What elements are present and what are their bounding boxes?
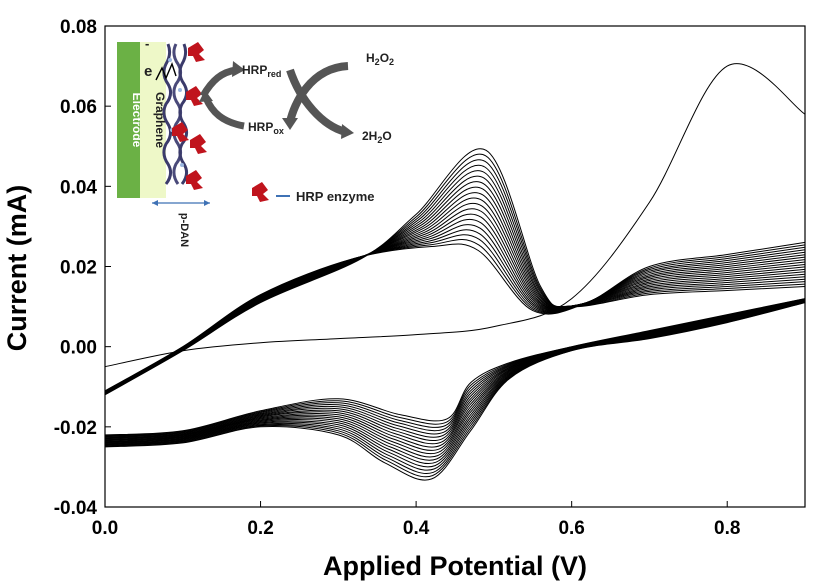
x-tick-label: 0.2 <box>247 518 273 539</box>
minus-sign: - <box>145 36 149 51</box>
enzyme-legend-label: HRP enzyme <box>296 189 375 204</box>
cv-anodic-cycle <box>104 164 806 395</box>
x-tick-label: 0.8 <box>714 518 740 539</box>
cv-cathodic-cycle <box>104 298 806 436</box>
arrow-h2o-curve <box>286 68 348 136</box>
cv-anodic-cycle <box>104 224 806 393</box>
y-tick-label: 0.06 <box>60 97 97 118</box>
cv-first-scan <box>104 63 806 368</box>
cv-anodic-cycle <box>104 241 806 392</box>
x-tick-label: 0.4 <box>403 518 430 539</box>
enzyme-legend-icon <box>252 182 269 202</box>
cv-anodic-cycle <box>104 213 806 393</box>
cv-anodic-cycle <box>104 197 806 394</box>
cv-anodic-cycle <box>104 238 806 392</box>
y-tick-label: 0.08 <box>60 17 97 38</box>
cv-curves <box>104 63 806 481</box>
x-axis-title: Applied Potential (V) <box>323 551 587 581</box>
y-axis: -0.04 -0.02 0.00 0.02 0.04 0.06 0.08 <box>54 17 111 519</box>
water-label: 2H2O <box>362 129 392 145</box>
hrp-ox-label: HRPox <box>248 120 284 136</box>
x-tick-label: 0.6 <box>558 518 584 539</box>
cv-anodic-cycle <box>104 192 806 394</box>
cv-cathodic-cycle <box>104 301 806 471</box>
cv-anodic-cycle <box>104 229 806 392</box>
hrp-red-label: HRPred <box>242 63 281 79</box>
cv-anodic-cycle <box>104 148 806 396</box>
hrp-enzyme-icons <box>172 42 207 190</box>
h2o2-label: H2O2 <box>366 51 394 67</box>
cv-anodic-cycle <box>104 175 806 395</box>
y-axis-title: Current (mA) <box>2 185 32 352</box>
y-tick-label: 0.02 <box>60 258 97 279</box>
electron-zigzag <box>155 62 177 81</box>
electrode-bar <box>117 42 140 198</box>
y-tick-label: -0.02 <box>54 418 97 439</box>
inset-schematic: Electrode Graphene - e p-DAN <box>117 36 394 247</box>
x-tick-label: 0.0 <box>92 518 118 539</box>
y-tick-label: 0.04 <box>60 177 97 198</box>
x-axis: 0.0 0.2 0.4 0.6 0.8 <box>92 501 740 539</box>
cv-cathodic-cycle <box>104 298 806 437</box>
y-tick-label: -0.04 <box>54 498 98 519</box>
p-dan-label: p-DAN <box>178 213 190 247</box>
electron-label: e <box>144 63 152 80</box>
p-dan-arrowheads <box>152 200 210 206</box>
arrow-to-hrp-red <box>199 66 237 98</box>
y-tick-label: 0.00 <box>60 338 97 359</box>
arrow-h2o2-curve <box>286 62 349 123</box>
cv-anodic-cycle <box>104 218 806 393</box>
cv-cathodic-cycle <box>104 302 806 481</box>
arrow-from-hrp-ox <box>202 96 245 130</box>
p-dan-polymer <box>162 43 189 185</box>
